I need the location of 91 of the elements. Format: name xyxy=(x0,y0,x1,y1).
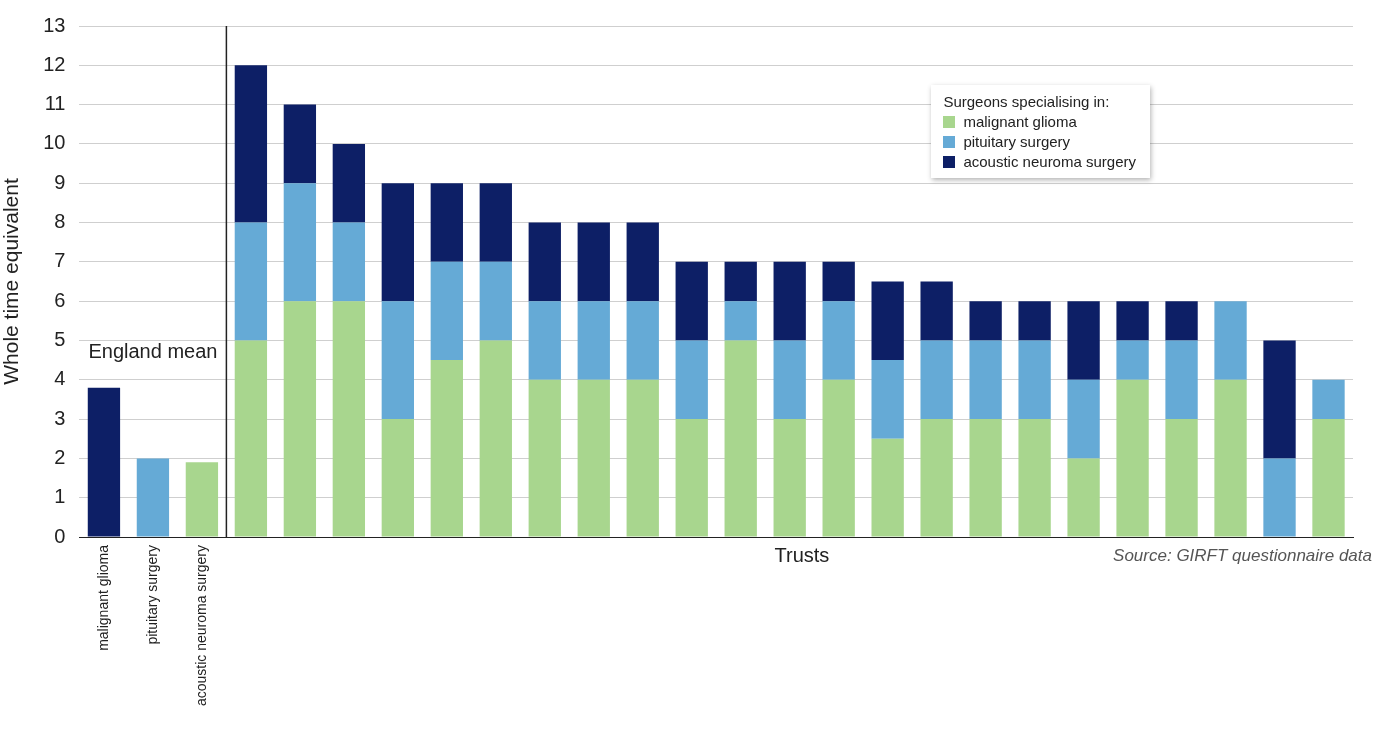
bar xyxy=(283,301,317,537)
bar xyxy=(479,340,512,537)
bar xyxy=(381,419,414,537)
bar xyxy=(675,261,708,341)
y-axis-title: Whole time equivalent xyxy=(0,178,23,385)
bar xyxy=(1165,301,1198,341)
x-tick-label: acoustic neuroma surgery xyxy=(192,545,209,707)
bar xyxy=(626,379,659,537)
bar xyxy=(920,281,953,341)
y-tick-label: 0 xyxy=(54,524,66,547)
bar xyxy=(381,301,414,420)
bar xyxy=(871,281,904,361)
legend-label: acoustic neuroma surgery xyxy=(963,153,1136,170)
bar xyxy=(969,301,1002,341)
bar xyxy=(1214,379,1247,537)
bar xyxy=(332,222,366,302)
y-tick-label: 6 xyxy=(54,288,66,311)
bar xyxy=(234,222,268,341)
bar xyxy=(822,301,855,380)
bar xyxy=(773,340,806,420)
bar xyxy=(1067,379,1100,459)
x-axis-title: Trusts xyxy=(774,543,830,566)
bar xyxy=(479,261,512,341)
legend-title: Surgeons specialising in: xyxy=(943,93,1111,110)
y-tick-label: 7 xyxy=(54,249,66,272)
bar xyxy=(1165,419,1198,537)
bar xyxy=(1263,340,1296,459)
y-tick-label: 4 xyxy=(54,367,66,390)
bar xyxy=(1263,458,1296,537)
bar xyxy=(332,301,366,537)
bar xyxy=(675,340,708,420)
bar xyxy=(871,360,904,439)
bar xyxy=(577,379,610,537)
bar xyxy=(430,183,463,262)
bar xyxy=(773,419,806,537)
bar xyxy=(1312,379,1345,420)
bar xyxy=(871,438,904,537)
bar xyxy=(1116,379,1149,537)
y-tick-label: 13 xyxy=(43,13,66,36)
bar xyxy=(1018,301,1051,341)
y-tick-label: 10 xyxy=(43,131,66,154)
y-tick-label: 5 xyxy=(54,327,66,350)
bar xyxy=(577,222,610,302)
bar xyxy=(234,65,268,223)
bar xyxy=(1165,340,1198,420)
bar xyxy=(1116,340,1149,380)
bar xyxy=(626,301,659,380)
bar xyxy=(332,143,366,223)
bar xyxy=(1214,301,1247,380)
bar xyxy=(920,419,953,537)
bar xyxy=(283,104,317,184)
bar xyxy=(479,183,512,262)
bar xyxy=(1312,419,1345,537)
bar xyxy=(969,340,1002,420)
bar xyxy=(528,379,561,537)
bar xyxy=(1116,301,1149,341)
bar xyxy=(1018,419,1051,537)
bar xyxy=(430,261,463,361)
x-tick-label: pituitary surgery xyxy=(143,545,160,645)
bar xyxy=(1067,458,1100,537)
legend-label: pituitary surgery xyxy=(963,133,1071,150)
y-tick-label: 11 xyxy=(44,92,66,115)
bar xyxy=(675,419,708,537)
source-note: Source: GIRFT questionnaire data xyxy=(1113,545,1372,565)
bar xyxy=(920,340,953,420)
y-tick-label: 3 xyxy=(54,406,66,429)
bar xyxy=(528,301,561,380)
bar xyxy=(822,379,855,537)
bar xyxy=(822,261,855,302)
x-tick-label: malignant glioma xyxy=(94,544,111,651)
bar xyxy=(1018,340,1051,420)
bar xyxy=(969,419,1002,537)
bar xyxy=(234,340,268,537)
y-tick-label: 12 xyxy=(43,52,66,75)
bar xyxy=(724,340,757,537)
bar xyxy=(724,261,757,302)
bar xyxy=(430,360,463,537)
annotation: England mean xyxy=(88,339,218,362)
bar xyxy=(283,183,317,302)
bar xyxy=(577,301,610,380)
bar xyxy=(528,222,561,302)
bar xyxy=(1067,301,1100,380)
y-tick-label: 8 xyxy=(54,210,66,233)
y-tick-label: 2 xyxy=(54,445,66,468)
bar xyxy=(626,222,659,302)
y-tick-label: 1 xyxy=(54,485,66,508)
bar xyxy=(381,183,414,302)
legend-label: malignant glioma xyxy=(963,113,1077,130)
y-tick-label: 9 xyxy=(54,170,66,193)
bar xyxy=(773,261,806,341)
bar xyxy=(724,301,757,341)
